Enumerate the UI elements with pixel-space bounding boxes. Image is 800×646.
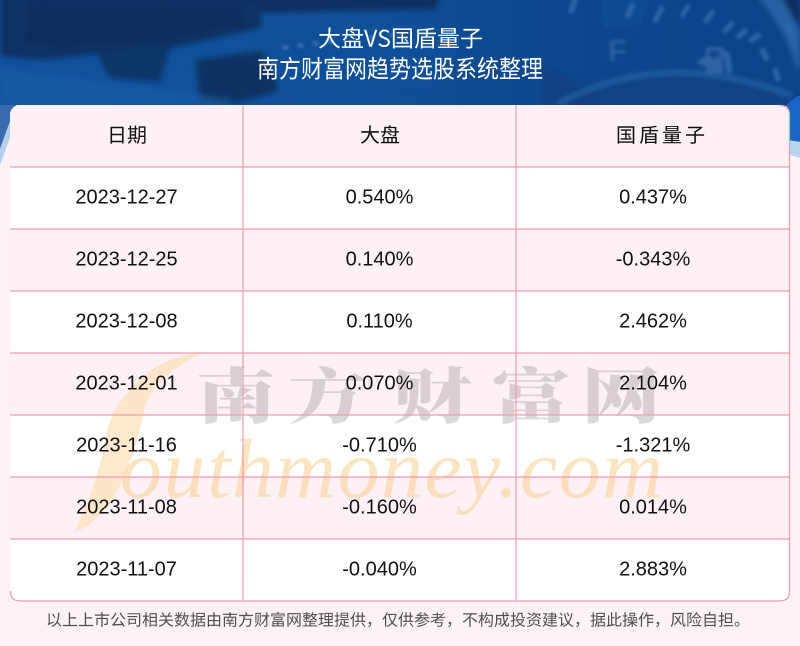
svg-text:F: F (608, 33, 627, 68)
